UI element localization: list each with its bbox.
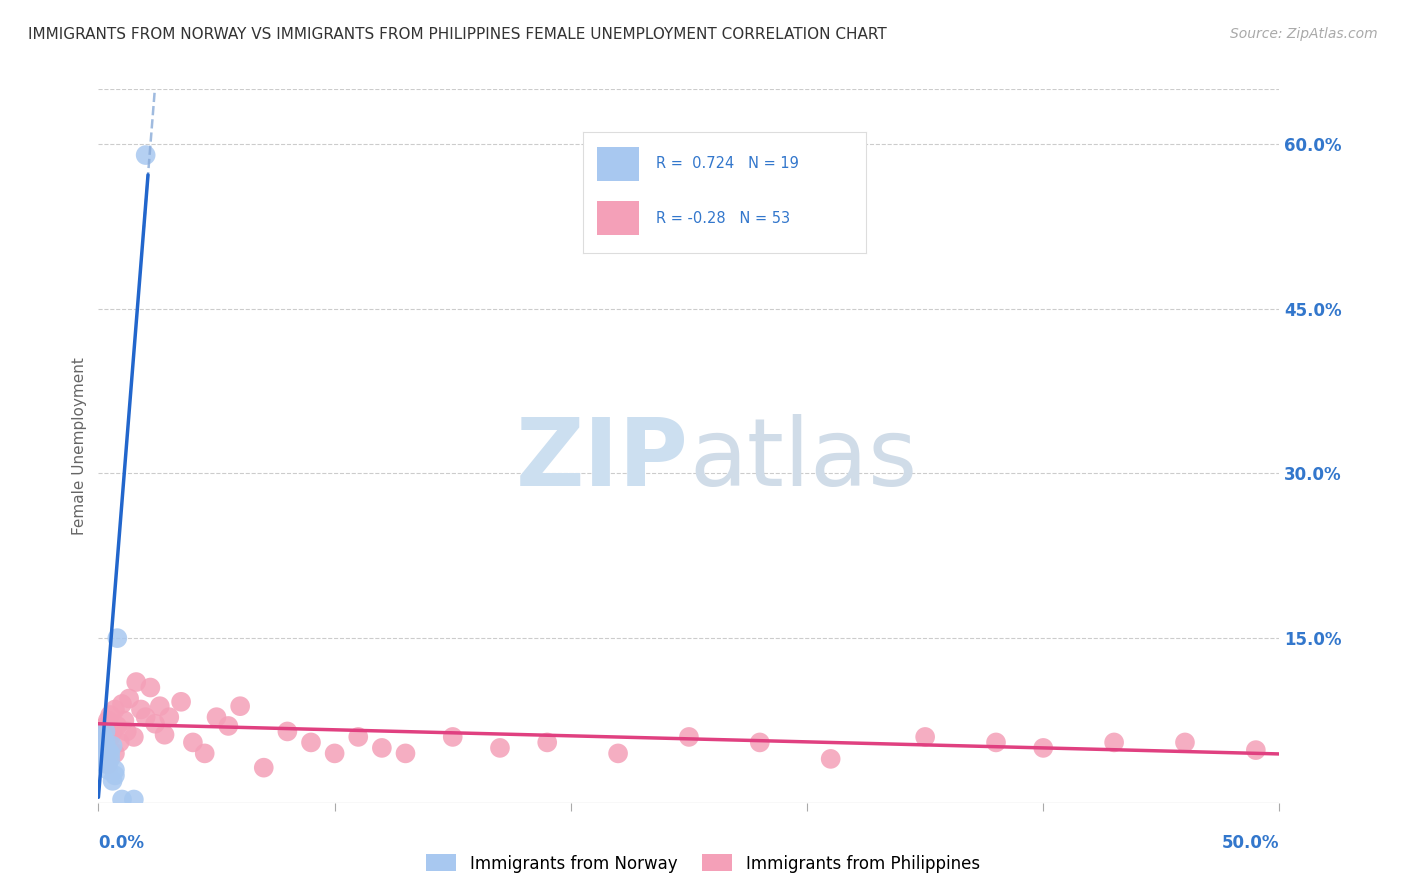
Point xyxy=(94,749,117,764)
Text: ZIP: ZIP xyxy=(516,414,689,507)
Point xyxy=(97,757,120,772)
Point xyxy=(607,747,630,761)
Point xyxy=(97,714,120,728)
Point xyxy=(94,740,117,755)
Point xyxy=(347,730,370,744)
Point xyxy=(94,719,117,733)
Point xyxy=(111,792,134,806)
Text: atlas: atlas xyxy=(689,414,917,507)
Point xyxy=(122,792,145,806)
Point xyxy=(1174,735,1197,749)
Point xyxy=(94,724,117,739)
Point xyxy=(91,735,114,749)
Point xyxy=(229,699,252,714)
Legend: Immigrants from Norway, Immigrants from Philippines: Immigrants from Norway, Immigrants from … xyxy=(419,847,987,880)
Point xyxy=(97,763,120,777)
Point xyxy=(441,730,464,744)
Point xyxy=(90,754,112,768)
Point xyxy=(104,747,127,761)
Text: 50.0%: 50.0% xyxy=(1222,834,1279,852)
Point xyxy=(105,719,128,733)
Point xyxy=(98,708,121,723)
Text: Source: ZipAtlas.com: Source: ZipAtlas.com xyxy=(1230,27,1378,41)
Point xyxy=(101,739,124,753)
Text: IMMIGRANTS FROM NORWAY VS IMMIGRANTS FROM PHILIPPINES FEMALE UNEMPLOYMENT CORREL: IMMIGRANTS FROM NORWAY VS IMMIGRANTS FRO… xyxy=(28,27,887,42)
Point xyxy=(170,695,193,709)
Point xyxy=(97,757,120,772)
Point xyxy=(104,702,127,716)
Point xyxy=(91,752,114,766)
Point xyxy=(143,716,166,731)
Point xyxy=(394,747,416,761)
Point xyxy=(153,728,176,742)
Point xyxy=(253,761,276,775)
Point xyxy=(97,743,120,757)
Point xyxy=(276,724,298,739)
Point xyxy=(91,730,114,744)
Point xyxy=(108,735,131,749)
Point xyxy=(181,735,204,749)
Point xyxy=(129,702,152,716)
Point xyxy=(984,735,1007,749)
Point xyxy=(205,710,228,724)
Point xyxy=(1032,740,1054,755)
Point xyxy=(111,697,134,711)
Point xyxy=(115,724,138,739)
Point xyxy=(135,710,157,724)
Point xyxy=(1102,735,1125,749)
Point xyxy=(104,763,127,777)
Point xyxy=(139,681,162,695)
Point xyxy=(157,710,180,724)
Point xyxy=(105,631,128,645)
Y-axis label: Female Unemployment: Female Unemployment xyxy=(72,357,87,535)
Point xyxy=(536,735,558,749)
Point xyxy=(135,148,157,162)
Point xyxy=(323,747,346,761)
Point xyxy=(371,740,394,755)
Point xyxy=(1244,743,1267,757)
Point xyxy=(90,724,112,739)
Point xyxy=(104,768,127,782)
Point xyxy=(489,740,512,755)
Point xyxy=(820,752,842,766)
Point xyxy=(125,675,148,690)
Point xyxy=(101,724,124,739)
Point xyxy=(299,735,322,749)
Point xyxy=(217,719,239,733)
Point xyxy=(194,747,217,761)
Point xyxy=(98,730,121,744)
Point xyxy=(112,714,135,728)
Point xyxy=(914,730,936,744)
Point xyxy=(118,691,141,706)
Point xyxy=(98,752,121,766)
Point xyxy=(94,735,117,749)
Point xyxy=(149,699,172,714)
Point xyxy=(678,730,700,744)
Point xyxy=(122,730,145,744)
Point xyxy=(91,740,114,755)
Point xyxy=(748,735,770,749)
Point xyxy=(98,747,121,761)
Point xyxy=(101,773,124,788)
Text: 0.0%: 0.0% xyxy=(98,834,145,852)
